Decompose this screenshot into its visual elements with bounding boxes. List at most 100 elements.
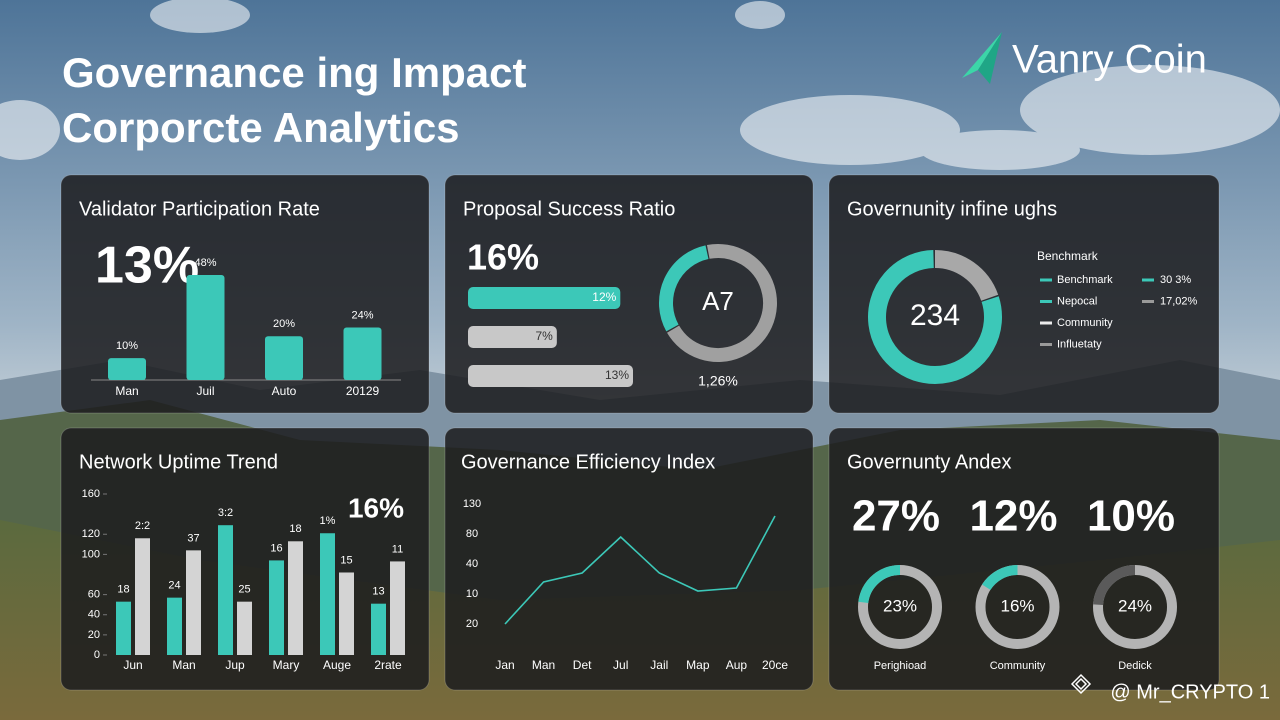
value-label: 20% [273, 318, 295, 330]
bar-note: 13 [372, 586, 384, 598]
y-tick-label: 130 [463, 498, 481, 510]
ring-value [1093, 565, 1136, 606]
bar [265, 336, 303, 380]
bar [371, 603, 386, 655]
panel-title: Network Uptime Trend [79, 451, 278, 473]
ring-caption: 1,26% [698, 373, 738, 389]
headline: 12% [969, 492, 1057, 541]
ring-value [982, 565, 1018, 591]
progress-bar [468, 326, 557, 348]
y-tick-label: 20 [88, 629, 100, 641]
ring-category: Dedick [1118, 660, 1152, 672]
legend-label: Community [1057, 317, 1113, 329]
y-tick-label: 40 [88, 609, 100, 621]
value-label: 24% [351, 309, 373, 321]
ring-label: 16% [1000, 596, 1034, 615]
x-tick-label: Mary [273, 658, 300, 672]
headline: 16% [348, 492, 404, 523]
ring-label: 23% [883, 596, 917, 615]
x-tick-label: Jup [225, 658, 245, 672]
donut-segment [868, 250, 1002, 384]
y-tick-label: 60 [88, 589, 100, 601]
panel [828, 427, 1220, 691]
bar [269, 560, 284, 655]
x-tick-label: Man [172, 658, 195, 672]
bar-note: 15 [340, 554, 352, 566]
x-tick-label: Aup [726, 658, 748, 672]
bar [320, 533, 335, 655]
panel-title: Governunity infine ughs [847, 198, 1057, 220]
page-title: Corporcte Analytics [62, 104, 460, 151]
progress-bar [468, 287, 621, 309]
panel [828, 174, 1220, 414]
x-tick-label: Map [686, 658, 710, 672]
donut-segment [667, 244, 777, 362]
bar-note: 1% [320, 515, 336, 527]
line-series [504, 515, 776, 625]
value-label: 7% [536, 329, 554, 343]
value-label: 13% [605, 368, 629, 382]
legend-note: 30 3% [1160, 274, 1191, 286]
donut-center: 234 [910, 299, 960, 332]
bar-note: 3:2 [218, 507, 233, 519]
page-title: Governance ing Impact [62, 49, 526, 96]
panel-title: Governance Efficiency Index [461, 451, 715, 473]
x-tick-label: Auge [323, 658, 351, 672]
ring-category: Perighioad [874, 660, 927, 672]
x-tick-label: Jul [613, 658, 628, 672]
value-label: 10% [116, 340, 138, 352]
ring-category: Community [990, 660, 1046, 672]
x-tick-label: Juil [196, 384, 214, 398]
headline: 27% [852, 492, 940, 541]
bar [390, 561, 405, 655]
y-tick-label: 0 [94, 649, 100, 661]
bar [116, 601, 131, 655]
value-label: 48% [194, 257, 216, 269]
bar-note: 37 [187, 532, 199, 544]
panel-title: Governunty Andex [847, 451, 1012, 473]
y-tick-label: 100 [82, 548, 100, 560]
bar-note: 25 [238, 584, 250, 596]
x-tick-label: 20129 [346, 384, 380, 398]
panel [444, 427, 814, 691]
headline: 16% [467, 237, 539, 278]
bar-note: 24 [168, 580, 180, 592]
bar [343, 327, 382, 380]
legend-label: Benchmark [1057, 274, 1113, 286]
y-tick-label: 80 [466, 528, 478, 540]
legend-title: Benchmark [1037, 249, 1099, 263]
bar [186, 550, 201, 655]
y-tick-label: 120 [82, 528, 100, 540]
watermark-icon [1070, 673, 1092, 695]
donut-segment [934, 250, 999, 302]
bar [108, 358, 146, 380]
legend-label: Influetaty [1057, 338, 1102, 350]
bar-note: 2:2 [135, 520, 150, 532]
y-tick-label: 160 [82, 488, 100, 500]
headline: 10% [1087, 492, 1175, 541]
bar-note: 16 [270, 542, 282, 554]
brand-name: Vanry Coin [1012, 38, 1207, 82]
clouds [0, 0, 1280, 170]
x-tick-label: Jan [495, 658, 514, 672]
bar-note: 18 [289, 523, 301, 535]
panel-title: Proposal Success Ratio [463, 198, 675, 220]
x-tick-label: Man [532, 658, 555, 672]
bar-note: 11 [392, 543, 403, 555]
x-tick-label: 20ce [762, 658, 788, 672]
y-tick-label: 40 [466, 558, 478, 570]
bar [186, 275, 225, 380]
x-tick-label: Auto [272, 384, 297, 398]
ring-value [858, 565, 901, 604]
progress-bar [468, 365, 633, 387]
bar [167, 597, 182, 655]
value-label: 12% [592, 290, 616, 304]
panel [60, 174, 430, 414]
x-tick-label: Det [573, 658, 592, 672]
legend-label: Nepocal [1057, 295, 1097, 307]
panel [60, 427, 430, 691]
legend-note: 17,02% [1160, 295, 1198, 307]
x-tick-label: 2rate [374, 658, 402, 672]
